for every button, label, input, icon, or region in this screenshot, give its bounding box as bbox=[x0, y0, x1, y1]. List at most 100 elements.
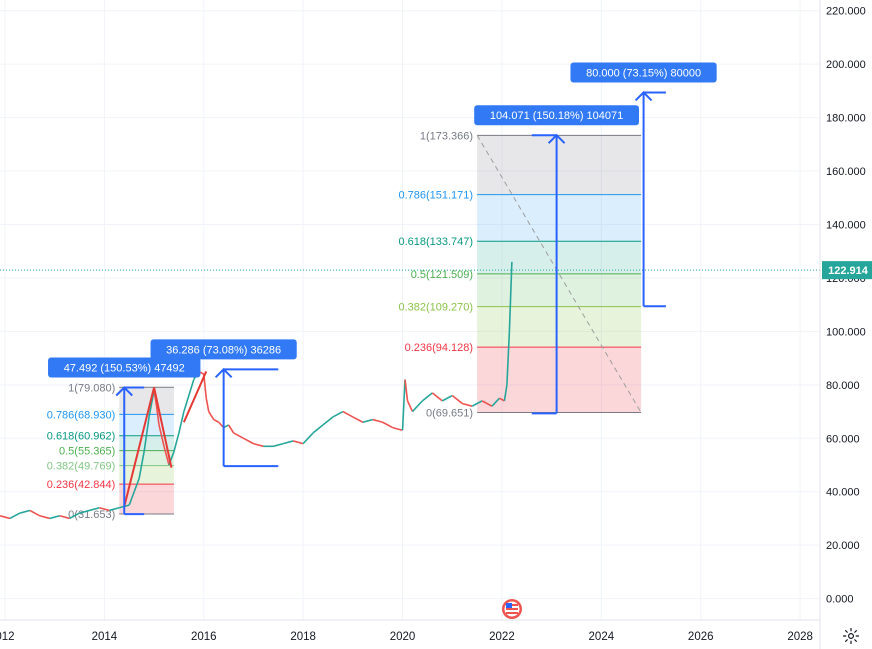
price-segment bbox=[69, 512, 80, 520]
price-segment bbox=[461, 402, 473, 407]
y-tick-label: 140.000 bbox=[826, 219, 866, 231]
price-range[interactable]: 104.071 (150.18%) 104071 bbox=[474, 105, 640, 415]
y-tick-label: 40.000 bbox=[826, 487, 860, 499]
price-segment bbox=[283, 440, 294, 445]
price-range[interactable]: 47.492 (150.53%) 47492 bbox=[48, 357, 201, 516]
fib-zone bbox=[119, 450, 174, 466]
price-range-label-box bbox=[48, 357, 201, 378]
price-range-label: 47.492 (150.53%) 47492 bbox=[64, 363, 185, 375]
price-segment bbox=[416, 400, 424, 407]
price-segment bbox=[29, 509, 41, 517]
y-tick-label: 100.000 bbox=[826, 326, 866, 338]
fib-zone bbox=[119, 465, 174, 485]
price-segment bbox=[188, 379, 195, 396]
trend-lines[interactable] bbox=[123, 371, 208, 507]
y-tick-label: 180.000 bbox=[826, 113, 866, 125]
price-segment bbox=[421, 392, 433, 402]
fib-level-label: 0.618(133.747) bbox=[398, 236, 473, 248]
fib-zone bbox=[477, 241, 642, 274]
price-segment bbox=[183, 395, 190, 412]
price-range-label-box bbox=[474, 105, 640, 126]
x-tick-label: 2024 bbox=[589, 631, 615, 643]
price-range-arrow bbox=[634, 91, 653, 102]
fib-level-label: 0.5(121.509) bbox=[411, 269, 473, 281]
price-segment bbox=[499, 397, 505, 402]
fib-level-label: 1(173.366) bbox=[420, 130, 473, 142]
price-segment bbox=[49, 515, 60, 520]
fib-zone bbox=[477, 306, 642, 348]
y-axis[interactable]: 0.00020.00040.00060.00080.000100.000120.… bbox=[819, 0, 872, 649]
y-tick-label: 20.000 bbox=[826, 540, 860, 552]
x-tick-label: 2022 bbox=[489, 631, 515, 643]
price-segment bbox=[158, 424, 165, 447]
price-segment bbox=[227, 424, 235, 434]
x-tick-label: 2028 bbox=[787, 631, 813, 643]
trend-line[interactable] bbox=[182, 371, 208, 423]
price-segment bbox=[481, 400, 493, 407]
fib-level-label: 0.382(49.769) bbox=[47, 461, 116, 473]
price-segment bbox=[59, 515, 70, 520]
price-range-arrow bbox=[115, 386, 133, 397]
fib-level-label: 0.5(55.365) bbox=[59, 446, 115, 458]
price-segment bbox=[441, 394, 453, 402]
price-segment bbox=[128, 491, 135, 506]
price-range-label-box bbox=[150, 339, 297, 360]
y-tick-label: 160.000 bbox=[826, 166, 866, 178]
price-segment bbox=[205, 398, 210, 412]
x-tick-label: 2018 bbox=[290, 631, 316, 643]
y-tick-label: 80.000 bbox=[826, 380, 860, 392]
fib-level-label: 0(69.651) bbox=[426, 407, 473, 419]
price-segment bbox=[143, 416, 150, 452]
price-ranges[interactable]: 47.492 (150.53%) 47492 36.286 (73.08%) 36… bbox=[48, 62, 717, 516]
x-tick-label: 2026 bbox=[688, 631, 714, 643]
price-segment bbox=[293, 440, 304, 445]
fib-retracement[interactable]: 1(173.366) 0.786(151.171) 0.618(133.747) 0.… bbox=[398, 130, 642, 419]
fib-retracement[interactable]: 1(79.080) 0.786(68.930) 0.618(60.962) 0.5(5… bbox=[47, 382, 174, 521]
price-segment bbox=[404, 379, 409, 401]
fib-zone bbox=[119, 435, 174, 451]
price-range-label: 104.071 (150.18%) 104071 bbox=[490, 110, 623, 122]
x-axis[interactable]: 012 2014 2016 2018 2020 2022 2024 2026 2028 bbox=[0, 619, 820, 643]
price-segment bbox=[0, 515, 11, 520]
price-segment bbox=[382, 421, 393, 429]
price-range-arrow bbox=[214, 367, 233, 379]
price-segment bbox=[451, 394, 463, 405]
price-segment bbox=[178, 411, 185, 434]
x-tick-label: 012 bbox=[0, 631, 15, 643]
price-segment bbox=[401, 379, 406, 431]
fib-level-label: 1(79.080) bbox=[68, 382, 115, 394]
price-segment bbox=[138, 451, 145, 479]
fib-level-label: 0.786(151.171) bbox=[398, 190, 473, 202]
price-segment bbox=[372, 418, 383, 424]
gear-icon[interactable] bbox=[842, 627, 860, 645]
price-range[interactable]: 80.000 (73.15%) 80000 bbox=[570, 62, 717, 308]
price-segment bbox=[213, 418, 220, 423]
price-range-label: 80.000 (73.15%) 80000 bbox=[586, 67, 701, 79]
price-segment bbox=[503, 384, 508, 401]
us-flag-icon[interactable] bbox=[502, 599, 522, 619]
price-segment bbox=[99, 506, 110, 512]
price-segment bbox=[302, 432, 314, 445]
price-range-label-box bbox=[570, 62, 717, 83]
trend-line[interactable] bbox=[123, 387, 173, 507]
price-segment bbox=[133, 478, 140, 493]
fib-retracements[interactable]: 1(79.080) 0.786(68.930) 0.618(60.962) 0.5(5… bbox=[47, 130, 642, 521]
fib-level-label: 0.786(68.930) bbox=[47, 409, 116, 421]
price-segment bbox=[79, 509, 90, 514]
price-segment bbox=[312, 424, 324, 434]
price-segment bbox=[362, 418, 373, 424]
price-segment bbox=[253, 442, 264, 448]
x-tick-label: 2016 bbox=[191, 631, 217, 643]
fib-level-label: 0(31.653) bbox=[68, 509, 115, 521]
fib-zone bbox=[477, 347, 642, 413]
fib-zone bbox=[119, 484, 174, 515]
y-tick-label: 220.000 bbox=[826, 6, 866, 18]
price-range[interactable]: 36.286 (73.08%) 36286 bbox=[150, 339, 297, 468]
fib-level-label: 0.236(42.844) bbox=[47, 479, 116, 491]
fib-level-label: 0.618(60.962) bbox=[47, 431, 116, 443]
current-price-label: 122.914 bbox=[828, 265, 869, 277]
current-price-tag bbox=[822, 261, 872, 280]
